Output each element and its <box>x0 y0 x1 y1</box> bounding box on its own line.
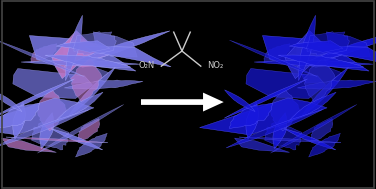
Polygon shape <box>265 122 302 150</box>
Polygon shape <box>239 137 341 143</box>
Polygon shape <box>304 58 335 103</box>
Polygon shape <box>93 32 137 57</box>
Polygon shape <box>200 98 327 135</box>
Polygon shape <box>29 36 136 71</box>
Polygon shape <box>284 129 336 150</box>
Text: O₂N: O₂N <box>138 61 155 70</box>
Polygon shape <box>246 68 326 98</box>
Polygon shape <box>254 60 373 66</box>
Polygon shape <box>278 55 364 67</box>
Polygon shape <box>297 43 335 67</box>
Polygon shape <box>224 79 308 118</box>
Polygon shape <box>76 133 107 157</box>
FancyArrow shape <box>141 93 224 112</box>
Polygon shape <box>0 40 84 77</box>
Polygon shape <box>309 133 340 157</box>
Polygon shape <box>285 31 354 79</box>
Polygon shape <box>32 122 69 150</box>
Polygon shape <box>306 32 349 55</box>
Polygon shape <box>262 36 369 71</box>
Polygon shape <box>301 67 349 117</box>
Polygon shape <box>288 92 336 122</box>
Polygon shape <box>37 89 66 131</box>
Text: NO₂: NO₂ <box>207 61 223 70</box>
Polygon shape <box>229 103 273 129</box>
Polygon shape <box>273 113 287 149</box>
Polygon shape <box>68 67 115 117</box>
Polygon shape <box>318 46 376 67</box>
Polygon shape <box>290 41 343 52</box>
Polygon shape <box>224 90 255 112</box>
Polygon shape <box>229 40 317 77</box>
Polygon shape <box>270 89 299 131</box>
Polygon shape <box>13 102 26 139</box>
Polygon shape <box>297 31 376 67</box>
Polygon shape <box>61 63 109 83</box>
Polygon shape <box>0 110 89 148</box>
Polygon shape <box>64 80 143 89</box>
Polygon shape <box>13 68 92 98</box>
Polygon shape <box>264 44 290 63</box>
Polygon shape <box>299 15 315 81</box>
Polygon shape <box>78 119 100 142</box>
Polygon shape <box>21 60 140 66</box>
Polygon shape <box>37 105 124 153</box>
Polygon shape <box>0 98 94 135</box>
Polygon shape <box>326 32 370 57</box>
Polygon shape <box>85 46 171 67</box>
Polygon shape <box>56 41 110 52</box>
Polygon shape <box>294 63 342 83</box>
Polygon shape <box>45 55 131 67</box>
Polygon shape <box>51 129 103 150</box>
Polygon shape <box>31 44 57 63</box>
Polygon shape <box>226 110 323 148</box>
Polygon shape <box>270 105 357 153</box>
Polygon shape <box>6 137 108 143</box>
Polygon shape <box>2 138 56 152</box>
Polygon shape <box>40 113 54 149</box>
Polygon shape <box>64 43 102 67</box>
Polygon shape <box>0 79 74 118</box>
Polygon shape <box>55 92 103 122</box>
Polygon shape <box>73 32 116 55</box>
Polygon shape <box>71 58 102 103</box>
Polygon shape <box>0 103 39 129</box>
Polygon shape <box>64 31 170 67</box>
Polygon shape <box>246 102 259 139</box>
Polygon shape <box>0 90 22 112</box>
Polygon shape <box>235 138 290 152</box>
Polygon shape <box>65 15 82 81</box>
Polygon shape <box>311 119 333 142</box>
Polygon shape <box>297 80 376 89</box>
Polygon shape <box>52 31 121 79</box>
